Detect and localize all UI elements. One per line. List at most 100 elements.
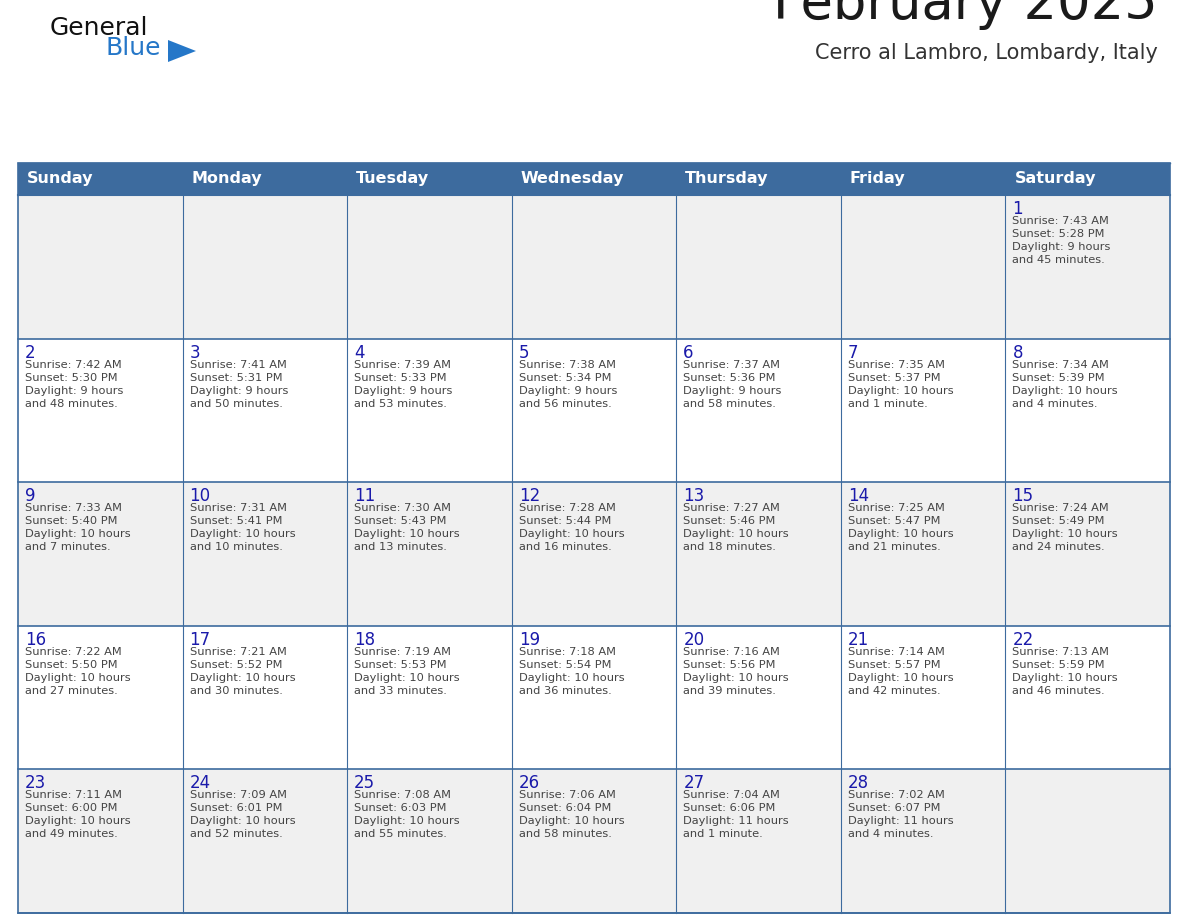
Text: 4: 4	[354, 343, 365, 362]
Text: 6: 6	[683, 343, 694, 362]
Text: Daylight: 9 hours: Daylight: 9 hours	[519, 386, 617, 396]
Text: Cerro al Lambro, Lombardy, Italy: Cerro al Lambro, Lombardy, Italy	[815, 43, 1158, 63]
Text: Sunset: 5:52 PM: Sunset: 5:52 PM	[190, 660, 282, 670]
Text: February 2025: February 2025	[773, 0, 1158, 30]
Text: 5: 5	[519, 343, 529, 362]
Text: and 49 minutes.: and 49 minutes.	[25, 829, 118, 839]
Bar	[347, 195, 512, 339]
Text: Sunset: 5:36 PM: Sunset: 5:36 PM	[683, 373, 776, 383]
Text: and 30 minutes.: and 30 minutes.	[190, 686, 283, 696]
Text: Sunset: 6:03 PM: Sunset: 6:03 PM	[354, 803, 447, 813]
Text: 18: 18	[354, 631, 375, 649]
Text: Daylight: 11 hours: Daylight: 11 hours	[683, 816, 789, 826]
Text: Sunrise: 7:19 AM: Sunrise: 7:19 AM	[354, 647, 451, 656]
Text: Daylight: 10 hours: Daylight: 10 hours	[354, 673, 460, 683]
Text: Sunrise: 7:37 AM: Sunrise: 7:37 AM	[683, 360, 781, 370]
Text: Sunrise: 7:31 AM: Sunrise: 7:31 AM	[190, 503, 286, 513]
Text: 25: 25	[354, 775, 375, 792]
Text: Wednesday: Wednesday	[520, 172, 624, 186]
Bar	[841, 482, 1005, 626]
Text: Sunrise: 7:25 AM: Sunrise: 7:25 AM	[848, 503, 944, 513]
Text: Sunrise: 7:08 AM: Sunrise: 7:08 AM	[354, 790, 451, 800]
Text: 14: 14	[848, 487, 868, 505]
Bar	[18, 163, 1170, 913]
Text: Sunrise: 7:09 AM: Sunrise: 7:09 AM	[190, 790, 286, 800]
Bar	[1005, 339, 1170, 482]
Bar	[183, 339, 347, 482]
Text: Sunrise: 7:02 AM: Sunrise: 7:02 AM	[848, 790, 944, 800]
Text: Sunrise: 7:33 AM: Sunrise: 7:33 AM	[25, 503, 122, 513]
Text: Sunrise: 7:14 AM: Sunrise: 7:14 AM	[848, 647, 944, 656]
Text: 11: 11	[354, 487, 375, 505]
Text: Sunrise: 7:38 AM: Sunrise: 7:38 AM	[519, 360, 615, 370]
Text: Sunrise: 7:27 AM: Sunrise: 7:27 AM	[683, 503, 781, 513]
Bar	[183, 482, 347, 626]
Text: Daylight: 9 hours: Daylight: 9 hours	[683, 386, 782, 396]
Text: Sunset: 6:00 PM: Sunset: 6:00 PM	[25, 803, 118, 813]
Bar	[347, 163, 512, 195]
Text: Daylight: 10 hours: Daylight: 10 hours	[190, 673, 295, 683]
Bar	[841, 339, 1005, 482]
Text: Daylight: 10 hours: Daylight: 10 hours	[683, 673, 789, 683]
Text: 17: 17	[190, 631, 210, 649]
Text: Sunrise: 7:13 AM: Sunrise: 7:13 AM	[1012, 647, 1110, 656]
Text: 7: 7	[848, 343, 859, 362]
Bar	[1005, 195, 1170, 339]
Text: Saturday: Saturday	[1015, 172, 1095, 186]
Text: and 55 minutes.: and 55 minutes.	[354, 829, 447, 839]
Text: 12: 12	[519, 487, 541, 505]
Text: Daylight: 10 hours: Daylight: 10 hours	[354, 816, 460, 826]
Text: and 36 minutes.: and 36 minutes.	[519, 686, 612, 696]
Text: Sunrise: 7:16 AM: Sunrise: 7:16 AM	[683, 647, 781, 656]
Text: Daylight: 9 hours: Daylight: 9 hours	[190, 386, 287, 396]
Bar	[347, 339, 512, 482]
Bar	[512, 163, 676, 195]
Bar	[1005, 626, 1170, 769]
Bar	[18, 482, 183, 626]
Polygon shape	[168, 40, 196, 62]
Text: Daylight: 9 hours: Daylight: 9 hours	[25, 386, 124, 396]
Text: 20: 20	[683, 631, 704, 649]
Text: Sunrise: 7:34 AM: Sunrise: 7:34 AM	[1012, 360, 1110, 370]
Text: Sunrise: 7:04 AM: Sunrise: 7:04 AM	[683, 790, 781, 800]
Text: 16: 16	[25, 631, 46, 649]
Bar	[347, 482, 512, 626]
Text: and 10 minutes.: and 10 minutes.	[190, 543, 283, 553]
Text: Sunset: 5:46 PM: Sunset: 5:46 PM	[683, 516, 776, 526]
Text: 9: 9	[25, 487, 36, 505]
Text: Sunset: 5:41 PM: Sunset: 5:41 PM	[190, 516, 282, 526]
Text: Daylight: 10 hours: Daylight: 10 hours	[190, 816, 295, 826]
Bar	[676, 482, 841, 626]
Bar	[1005, 163, 1170, 195]
Text: Daylight: 10 hours: Daylight: 10 hours	[1012, 673, 1118, 683]
Text: Sunset: 5:40 PM: Sunset: 5:40 PM	[25, 516, 118, 526]
Bar	[18, 769, 183, 913]
Text: and 16 minutes.: and 16 minutes.	[519, 543, 612, 553]
Bar	[512, 339, 676, 482]
Text: Sunset: 5:54 PM: Sunset: 5:54 PM	[519, 660, 611, 670]
Text: 26: 26	[519, 775, 539, 792]
Text: Sunset: 6:07 PM: Sunset: 6:07 PM	[848, 803, 941, 813]
Text: 22: 22	[1012, 631, 1034, 649]
Text: Daylight: 10 hours: Daylight: 10 hours	[25, 529, 131, 539]
Text: and 27 minutes.: and 27 minutes.	[25, 686, 118, 696]
Bar	[18, 339, 183, 482]
Bar	[676, 626, 841, 769]
Text: Daylight: 10 hours: Daylight: 10 hours	[683, 529, 789, 539]
Text: Daylight: 10 hours: Daylight: 10 hours	[848, 673, 954, 683]
Text: Sunset: 5:50 PM: Sunset: 5:50 PM	[25, 660, 118, 670]
Text: and 18 minutes.: and 18 minutes.	[683, 543, 776, 553]
Text: Daylight: 10 hours: Daylight: 10 hours	[190, 529, 295, 539]
Bar	[676, 195, 841, 339]
Text: Daylight: 9 hours: Daylight: 9 hours	[354, 386, 453, 396]
Text: Sunset: 5:59 PM: Sunset: 5:59 PM	[1012, 660, 1105, 670]
Text: 23: 23	[25, 775, 46, 792]
Bar	[676, 769, 841, 913]
Text: 15: 15	[1012, 487, 1034, 505]
Text: Tuesday: Tuesday	[356, 172, 429, 186]
Bar	[18, 626, 183, 769]
Text: Sunset: 6:01 PM: Sunset: 6:01 PM	[190, 803, 282, 813]
Text: Sunrise: 7:35 AM: Sunrise: 7:35 AM	[848, 360, 944, 370]
Text: Sunrise: 7:24 AM: Sunrise: 7:24 AM	[1012, 503, 1110, 513]
Text: Sunset: 6:06 PM: Sunset: 6:06 PM	[683, 803, 776, 813]
